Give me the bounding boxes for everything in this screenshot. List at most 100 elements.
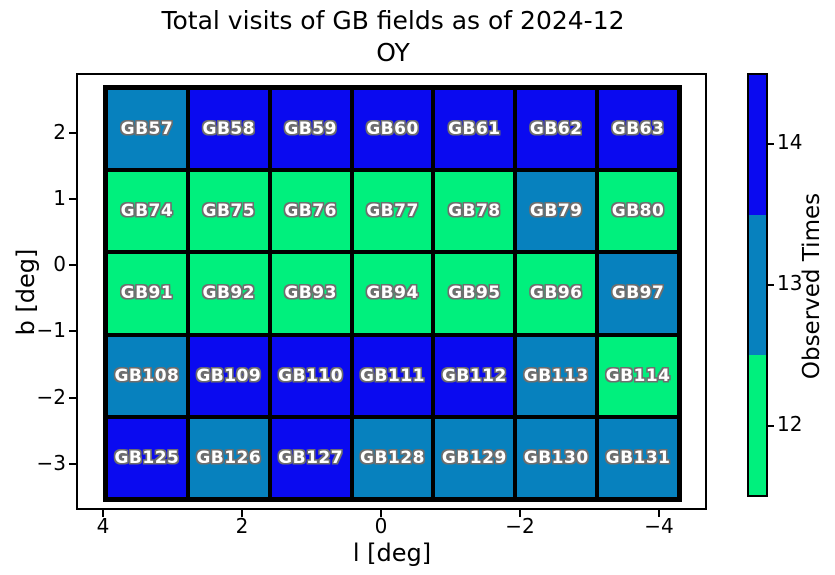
heatmap-cell-label: GB97 — [611, 283, 665, 304]
heatmap-cell: GB108 — [108, 336, 186, 415]
heatmap-cell-label: GB111 — [360, 365, 425, 386]
x-tick-mark — [519, 510, 521, 517]
heatmap-cell-label: GB125 — [114, 447, 180, 468]
heatmap-cell-label: GB93 — [284, 283, 337, 304]
heatmap-cell-label: GB63 — [611, 119, 665, 140]
x-tick-label: 0 — [374, 514, 388, 538]
x-tick-label: 2 — [235, 514, 249, 538]
heatmap-cell-label: GB75 — [202, 201, 256, 222]
y-tick-label: 2 — [53, 120, 66, 144]
heatmap-cell-label: GB92 — [202, 283, 256, 304]
chart-title-line2: OY — [376, 38, 410, 67]
y-tick-mark — [69, 330, 76, 332]
heatmap-cell: GB92 — [189, 254, 268, 333]
heatmap-cell-label: GB80 — [611, 201, 665, 222]
heatmap-cell-label: GB60 — [366, 119, 419, 140]
heatmap-cell-label: GB110 — [278, 365, 344, 386]
heatmap-cell-label: GB127 — [278, 447, 344, 468]
heatmap-cell: GB114 — [599, 336, 677, 415]
y-tick-mark — [69, 397, 76, 399]
y-tick-label: 1 — [53, 186, 66, 210]
heatmap-cell: GB128 — [353, 418, 432, 497]
heatmap-cell-label: GB57 — [120, 119, 174, 140]
x-tick-mark — [241, 510, 243, 517]
heatmap-cell: GB79 — [517, 172, 596, 251]
heatmap-cell: GB58 — [189, 90, 268, 169]
heatmap-cell-label: GB78 — [448, 201, 501, 222]
heatmap-cell-label: GB112 — [441, 365, 507, 386]
heatmap-cell-label: GB94 — [366, 283, 419, 304]
colorbar — [747, 73, 768, 497]
x-axis-label: l [deg] — [352, 539, 432, 567]
colorbar-segment — [749, 355, 766, 495]
heatmap-grid: GB57 GB58 GB59 GB60 GB61 GB62 GB63 GB74 GB75 GB76… — [103, 85, 682, 502]
heatmap-cell-label: GB129 — [441, 447, 507, 468]
heatmap-cell: GB95 — [435, 254, 514, 333]
colorbar-segment — [749, 75, 766, 215]
y-tick-mark — [69, 132, 76, 134]
heatmap-cell: GB76 — [271, 172, 350, 251]
x-tick-mark — [658, 510, 660, 517]
colorbar-tick-label: 12 — [777, 412, 803, 436]
x-tick-label: 4 — [96, 514, 110, 538]
heatmap-cell-label: GB108 — [114, 365, 180, 386]
colorbar-tick-label: 13 — [777, 271, 803, 295]
y-tick-mark — [69, 463, 76, 465]
heatmap-cell-label: GB76 — [284, 201, 337, 222]
heatmap-cell: GB109 — [189, 336, 268, 415]
heatmap-cell-label: GB79 — [529, 201, 583, 222]
heatmap-cell: GB112 — [435, 336, 514, 415]
heatmap-cell-label: GB128 — [360, 447, 425, 468]
y-tick-mark — [69, 264, 76, 266]
heatmap-cell: GB113 — [517, 336, 596, 415]
heatmap-cell: GB93 — [271, 254, 350, 333]
x-tick-mark — [380, 510, 382, 517]
heatmap-cell: GB131 — [599, 418, 677, 497]
chart-title: Total visits of GB fields as of 2024-12 … — [0, 5, 786, 69]
y-tick-label: −2 — [36, 385, 66, 409]
heatmap-cell: GB80 — [599, 172, 677, 251]
colorbar-tick-mark — [768, 284, 774, 286]
heatmap-cell: GB129 — [435, 418, 514, 497]
colorbar-tick-mark — [768, 143, 774, 145]
chart-title-line1: Total visits of GB fields as of 2024-12 — [161, 6, 625, 35]
heatmap-cell-label: GB95 — [448, 283, 501, 304]
x-tick-label: −4 — [644, 514, 674, 538]
heatmap-cell-label: GB58 — [202, 119, 256, 140]
heatmap-cell: GB57 — [108, 90, 186, 169]
heatmap-cell-label: GB126 — [196, 447, 262, 468]
heatmap-cell: GB125 — [108, 418, 186, 497]
y-tick-label: 0 — [53, 252, 66, 276]
heatmap-cell-label: GB113 — [523, 365, 589, 386]
x-tick-label: −2 — [505, 514, 535, 538]
heatmap-cell: GB60 — [353, 90, 432, 169]
heatmap-cell-label: GB96 — [529, 283, 583, 304]
y-tick-mark — [69, 198, 76, 200]
y-axis-label: b [deg] — [12, 248, 40, 336]
heatmap-cell: GB77 — [353, 172, 432, 251]
colorbar-tick-label: 14 — [777, 130, 803, 154]
heatmap-cell: GB127 — [271, 418, 350, 497]
colorbar-segment — [749, 215, 766, 355]
heatmap-cell: GB111 — [353, 336, 432, 415]
heatmap-cell: GB97 — [599, 254, 677, 333]
heatmap-cell-label: GB77 — [366, 201, 419, 222]
heatmap-cell-label: GB62 — [529, 119, 583, 140]
colorbar-label: Observed Times — [799, 192, 825, 380]
heatmap-cell: GB63 — [599, 90, 677, 169]
heatmap-cell-label: GB61 — [448, 119, 501, 140]
heatmap-cell: GB74 — [108, 172, 186, 251]
heatmap-cell-label: GB59 — [284, 119, 337, 140]
heatmap-cell-label: GB74 — [120, 201, 174, 222]
y-tick-label: −3 — [36, 451, 66, 475]
x-tick-mark — [102, 510, 104, 517]
heatmap-cell: GB91 — [108, 254, 186, 333]
heatmap-cell: GB110 — [271, 336, 350, 415]
heatmap-cell: GB62 — [517, 90, 596, 169]
heatmap-cell: GB126 — [189, 418, 268, 497]
heatmap-cell: GB130 — [517, 418, 596, 497]
heatmap-cell-label: GB91 — [120, 283, 174, 304]
y-tick-label: −1 — [36, 318, 66, 342]
heatmap-cell-label: GB109 — [196, 365, 262, 386]
